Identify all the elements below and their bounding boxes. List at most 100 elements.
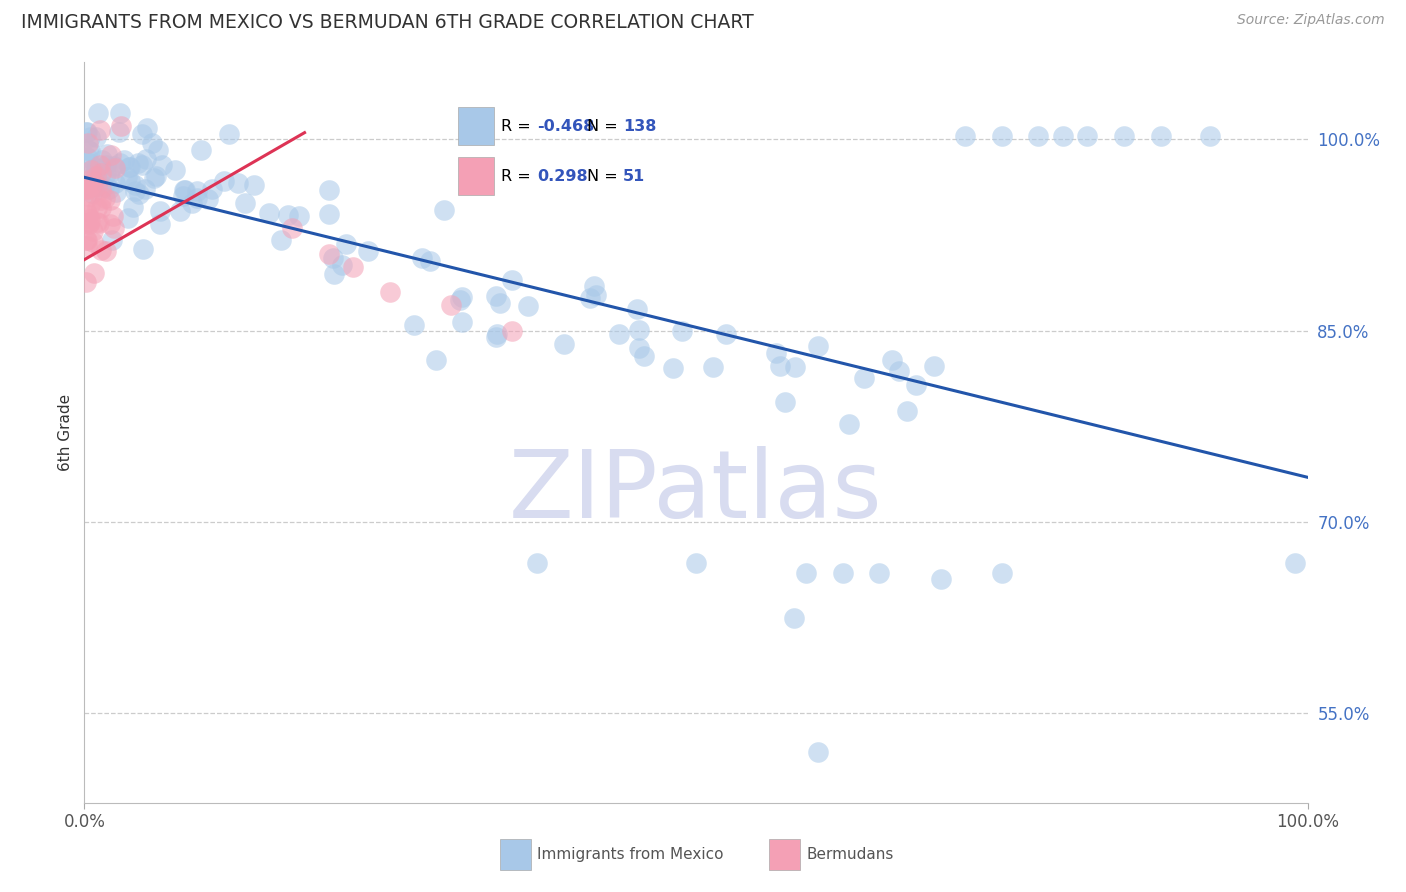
Point	[83, 178, 105, 192]
Point	[433, 203, 456, 218]
Point	[135, 152, 157, 166]
Point	[807, 745, 830, 759]
Point	[108, 106, 131, 120]
Point	[75, 233, 97, 247]
Point	[243, 178, 266, 193]
Point	[82, 161, 104, 176]
Point	[218, 128, 240, 142]
Point	[502, 273, 524, 287]
Point	[769, 359, 792, 373]
Point	[91, 153, 114, 167]
Point	[76, 233, 98, 247]
Point	[83, 175, 105, 189]
Point	[526, 556, 548, 570]
Point	[270, 233, 292, 247]
Point	[321, 251, 343, 265]
Point	[115, 169, 138, 184]
Point	[86, 178, 108, 193]
Point	[149, 204, 172, 219]
Point	[73, 181, 96, 195]
Point	[108, 156, 131, 170]
Point	[82, 178, 104, 192]
Point	[96, 158, 118, 172]
Point	[200, 182, 222, 196]
Point	[143, 170, 166, 185]
Point	[77, 188, 100, 202]
Point	[607, 326, 630, 341]
Point	[117, 211, 139, 225]
Point	[131, 127, 153, 141]
Point	[440, 298, 463, 312]
Point	[98, 193, 121, 207]
Point	[502, 324, 524, 338]
Point	[75, 276, 97, 290]
Point	[94, 167, 117, 181]
Y-axis label: 6th Grade: 6th Grade	[58, 394, 73, 471]
Point	[516, 299, 538, 313]
Point	[212, 174, 235, 188]
Point	[79, 129, 101, 144]
Point	[75, 125, 97, 139]
Point	[775, 395, 797, 409]
Point	[76, 125, 98, 139]
Point	[77, 208, 100, 222]
Point	[1114, 129, 1136, 144]
Point	[124, 178, 146, 193]
Point	[869, 566, 891, 580]
Point	[124, 184, 146, 198]
Point	[77, 143, 100, 157]
Point	[449, 293, 471, 307]
Point	[108, 125, 131, 139]
Point	[991, 566, 1014, 580]
Point	[82, 224, 104, 238]
Point	[100, 148, 122, 162]
Point	[485, 289, 508, 303]
Point	[112, 153, 135, 168]
Point	[318, 247, 340, 261]
Point	[419, 254, 441, 268]
Point	[97, 182, 120, 196]
Point	[148, 143, 170, 157]
Point	[807, 339, 830, 353]
Point	[330, 258, 353, 272]
Point	[831, 566, 853, 580]
Point	[342, 260, 364, 274]
Point	[794, 566, 817, 580]
Point	[93, 180, 115, 194]
Point	[425, 353, 447, 368]
Point	[186, 184, 208, 198]
Point	[96, 147, 118, 161]
Point	[118, 174, 141, 188]
Point	[1028, 129, 1050, 144]
Point	[197, 193, 219, 207]
Text: Source: ZipAtlas.com: Source: ZipAtlas.com	[1237, 13, 1385, 28]
Point	[94, 244, 117, 259]
Point	[110, 120, 132, 134]
Point	[257, 206, 280, 220]
Point	[553, 337, 575, 351]
Point	[89, 175, 111, 189]
Point	[86, 215, 108, 229]
Point	[585, 288, 607, 302]
Point	[922, 359, 945, 373]
Text: ZIPatlas: ZIPatlas	[509, 446, 883, 538]
Point	[149, 217, 172, 231]
Point	[89, 216, 111, 230]
Point	[662, 361, 685, 376]
Point	[318, 206, 340, 220]
Point	[1052, 129, 1074, 144]
Point	[1198, 129, 1220, 144]
Point	[150, 158, 173, 172]
Point	[172, 189, 194, 203]
Point	[579, 291, 602, 305]
Point	[765, 346, 787, 360]
Point	[488, 296, 510, 310]
Point	[118, 160, 141, 174]
Point	[633, 349, 655, 363]
Point	[121, 201, 143, 215]
Point	[235, 196, 257, 211]
Point	[141, 136, 163, 150]
Text: IMMIGRANTS FROM MEXICO VS BERMUDAN 6TH GRADE CORRELATION CHART: IMMIGRANTS FROM MEXICO VS BERMUDAN 6TH G…	[21, 13, 754, 32]
Point	[82, 235, 104, 250]
Point	[80, 162, 103, 177]
